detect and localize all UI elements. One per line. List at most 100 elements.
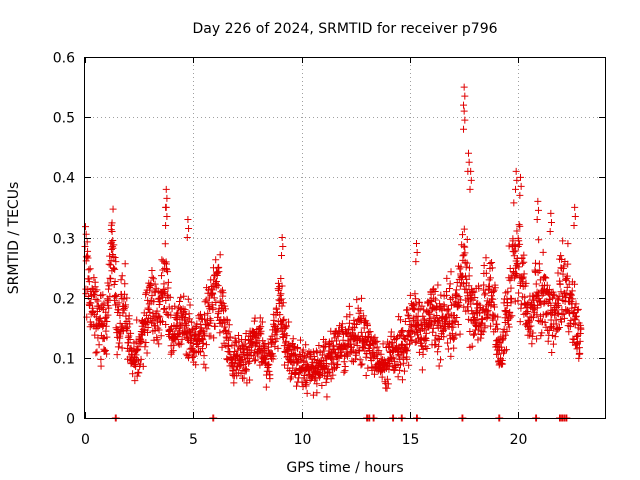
data-point	[292, 352, 300, 360]
data-point	[544, 289, 552, 297]
data-point	[104, 311, 112, 319]
data-point	[90, 291, 98, 299]
data-point	[265, 367, 273, 375]
data-point	[507, 295, 515, 303]
data-point	[225, 328, 233, 336]
data-point	[137, 355, 145, 363]
data-point	[465, 264, 473, 272]
data-point	[472, 308, 480, 316]
data-point	[435, 362, 443, 370]
data-point	[574, 306, 582, 314]
data-point	[109, 237, 117, 245]
data-point	[460, 107, 468, 115]
data-point	[182, 310, 190, 318]
data-point	[282, 322, 290, 330]
data-point	[112, 292, 120, 300]
data-point	[471, 317, 479, 325]
data-point	[577, 325, 585, 333]
data-point	[144, 318, 152, 326]
data-point	[505, 315, 513, 323]
data-point	[102, 313, 110, 321]
data-point	[398, 327, 406, 335]
data-point	[503, 327, 511, 335]
data-point	[153, 307, 161, 315]
data-point	[473, 300, 481, 308]
data-point	[277, 274, 285, 282]
data-point	[109, 244, 117, 252]
data-point	[183, 234, 191, 241]
data-point	[115, 299, 123, 307]
data-point	[98, 301, 106, 309]
data-point	[397, 361, 405, 369]
data-point	[395, 313, 403, 321]
data-point	[97, 355, 105, 363]
data-point	[498, 336, 506, 344]
data-point	[312, 347, 320, 355]
data-point	[422, 337, 430, 345]
data-point	[84, 254, 92, 262]
data-point	[481, 291, 489, 299]
data-point	[554, 269, 562, 277]
data-point	[547, 301, 555, 309]
data-point	[480, 262, 488, 270]
data-point	[148, 292, 156, 300]
data-point	[153, 336, 161, 344]
data-point	[173, 315, 181, 323]
data-point	[549, 340, 557, 348]
data-point	[489, 295, 497, 303]
data-point	[210, 294, 218, 302]
data-point	[516, 240, 524, 248]
data-point	[182, 350, 190, 358]
data-point	[85, 266, 93, 274]
data-point	[459, 280, 467, 288]
data-point	[175, 341, 183, 349]
data-point	[111, 253, 119, 261]
data-point	[242, 366, 250, 374]
data-point	[270, 316, 278, 324]
data-point	[234, 363, 242, 371]
data-point	[228, 357, 236, 365]
data-point	[143, 349, 151, 357]
data-point	[223, 329, 231, 337]
data-point	[95, 341, 103, 349]
data-point	[323, 354, 331, 362]
data-point	[431, 288, 439, 296]
data-point	[150, 298, 158, 306]
data-point	[160, 305, 168, 313]
data-point	[256, 361, 264, 369]
data-point	[345, 325, 353, 333]
data-point	[231, 347, 239, 355]
data-point	[204, 309, 212, 317]
data-point	[533, 335, 541, 343]
data-point	[264, 360, 272, 368]
data-point	[557, 252, 565, 260]
data-point	[475, 284, 483, 292]
data-point	[512, 269, 520, 277]
data-point	[489, 288, 497, 296]
data-point	[90, 290, 98, 298]
data-point	[351, 355, 359, 363]
data-point	[178, 335, 186, 343]
data-point	[196, 310, 204, 318]
data-point	[258, 348, 266, 356]
data-point	[474, 326, 482, 334]
data-point	[278, 302, 286, 310]
data-point	[513, 176, 521, 184]
data-point	[569, 295, 577, 303]
data-point	[470, 288, 478, 296]
data-point	[329, 341, 337, 349]
data-point	[515, 237, 523, 245]
y-tick-label: 0.5	[53, 111, 75, 127]
data-point	[412, 258, 420, 266]
data-point	[202, 364, 210, 372]
data-point	[352, 351, 360, 359]
data-point	[278, 252, 286, 260]
data-point	[84, 247, 92, 255]
data-point	[99, 321, 107, 329]
data-point	[161, 304, 169, 312]
data-point	[425, 309, 433, 317]
data-point	[507, 284, 515, 292]
x-tick-label: 5	[189, 432, 198, 448]
data-point	[451, 317, 459, 325]
data-point	[108, 227, 116, 235]
